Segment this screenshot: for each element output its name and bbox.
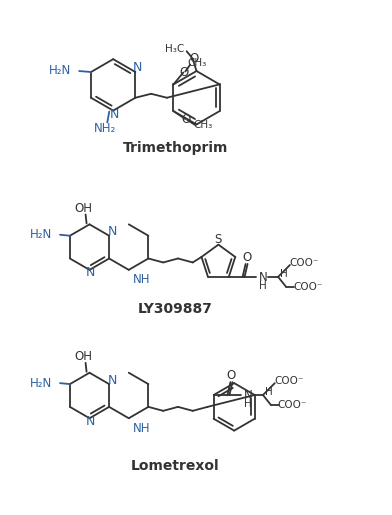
Text: COO⁻: COO⁻ [278, 400, 307, 410]
Text: H₂N: H₂N [49, 63, 71, 77]
Text: N: N [107, 225, 117, 238]
Text: O: O [227, 369, 236, 382]
Text: N: N [244, 389, 252, 403]
Text: N: N [259, 271, 268, 284]
Text: H₂N: H₂N [30, 228, 52, 241]
Text: N: N [107, 374, 117, 387]
Text: NH: NH [133, 273, 150, 286]
Text: N: N [86, 415, 95, 428]
Text: Lometrexol: Lometrexol [131, 459, 220, 473]
Text: LY309887: LY309887 [138, 302, 213, 316]
Text: H₂N: H₂N [30, 376, 52, 390]
Text: H₃C: H₃C [165, 44, 185, 54]
Text: Trimethoprim: Trimethoprim [123, 141, 228, 155]
Text: H: H [265, 387, 273, 397]
Text: OH: OH [74, 202, 93, 215]
Text: O: O [180, 66, 189, 79]
Text: NH: NH [133, 422, 150, 435]
Text: H: H [260, 281, 267, 291]
Text: COO⁻: COO⁻ [293, 282, 322, 291]
Text: H: H [244, 399, 252, 409]
Text: N: N [86, 266, 95, 279]
Text: O: O [242, 251, 251, 264]
Text: COO⁻: COO⁻ [274, 376, 303, 386]
Text: NH₂: NH₂ [94, 122, 116, 135]
Text: O: O [189, 52, 198, 65]
Text: H: H [280, 269, 288, 279]
Text: N: N [109, 108, 119, 121]
Text: CH₃: CH₃ [193, 120, 212, 130]
Text: CH₃: CH₃ [187, 58, 207, 67]
Text: O: O [181, 112, 191, 126]
Text: OH: OH [74, 350, 93, 364]
Text: S: S [215, 233, 222, 246]
Text: COO⁻: COO⁻ [289, 258, 318, 268]
Text: N: N [132, 61, 142, 74]
